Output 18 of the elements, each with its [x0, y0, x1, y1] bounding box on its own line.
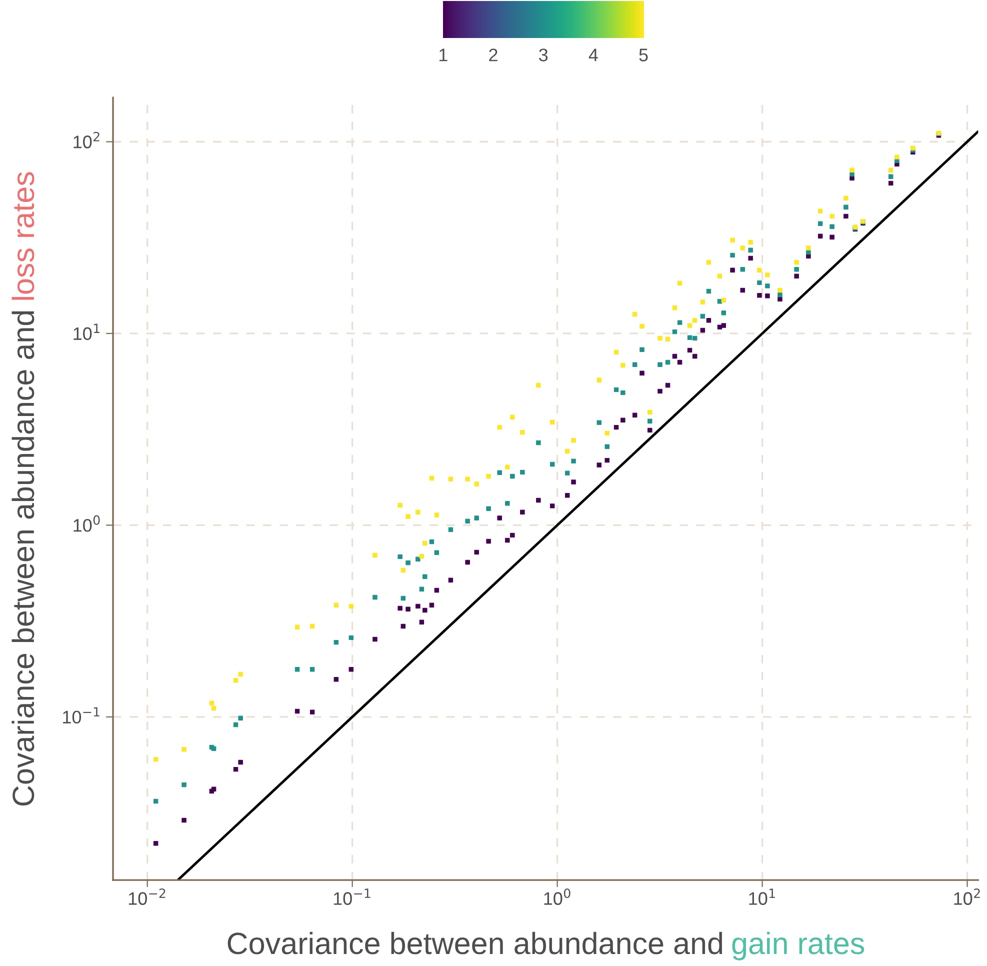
x-tick-label: 10$^{2}$ — [954, 888, 980, 905]
y-tick-label: 10$^{−1}$ — [63, 707, 100, 724]
text: Covariance between abundance and — [12, 311, 34, 806]
text: Covariance between abundance and — [228, 932, 722, 954]
y-tick-label: 10$^{1}$ — [74, 324, 100, 340]
color-bar-label: 1 — [440, 48, 448, 62]
y-tick-label: 10$^{0}$ — [74, 515, 100, 532]
x-tick-label: 10$^{1}$ — [749, 888, 775, 905]
color-bar-label: 5 — [639, 48, 648, 62]
color-bar-label: 4 — [588, 48, 598, 62]
y-tick-label: 10$^{2}$ — [74, 132, 100, 148]
x-tick-label: 10$^{−1}$ — [334, 888, 370, 905]
text: loss rates — [12, 172, 34, 300]
color-bar-label: 2 — [489, 48, 498, 62]
color-bar-label: 3 — [539, 48, 548, 62]
x-tick-label: 10$^{0}$ — [544, 888, 570, 905]
x-tick-label: 10$^{−2}$ — [128, 888, 166, 905]
text: gain rates — [732, 932, 864, 960]
